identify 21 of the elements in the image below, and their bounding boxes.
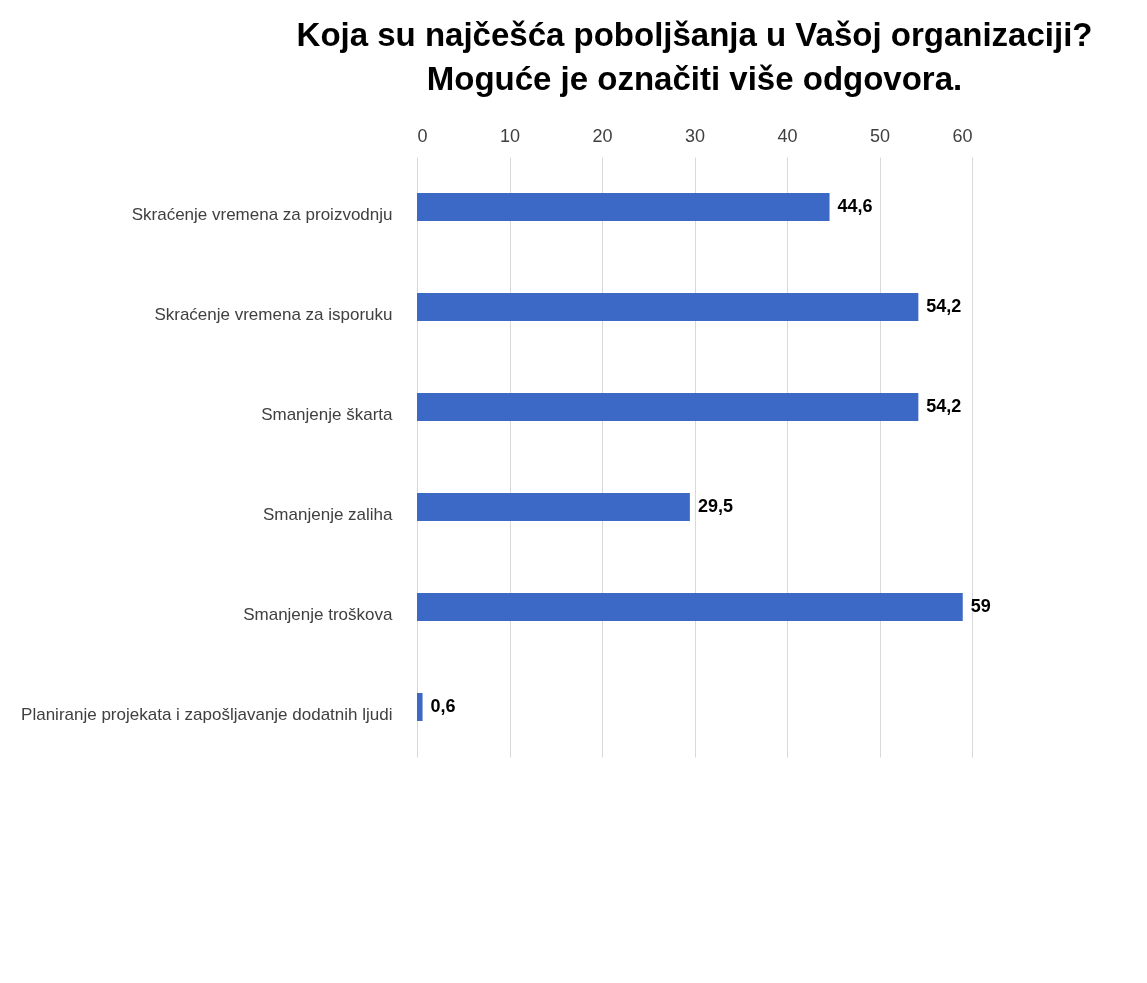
- y-tick-label: Smanjenje škarta: [261, 405, 394, 424]
- y-tick-label: Smanjenje troškova: [243, 605, 394, 624]
- data-label: 54,2: [926, 296, 962, 316]
- data-label: 0,6: [430, 696, 456, 716]
- text: Koja su najčešća poboljšanja u Vašoj organizaciji?: [296, 16, 1093, 53]
- y-tick-label: Planiranje projekata i zapošljavanje dodatnih ljudi: [21, 705, 393, 724]
- data-label: 59: [970, 596, 991, 616]
- x-tick-label: 30: [684, 125, 706, 146]
- x-tick-label: 0: [417, 125, 428, 146]
- text: Moguće je označiti više odgovora.: [426, 60, 963, 97]
- y-tick-label: Smanjenje zaliha: [263, 505, 394, 524]
- x-tick-label: 10: [499, 125, 521, 146]
- y-tick-label: Skraćenje vremena za proizvodnju: [131, 205, 393, 224]
- x-tick-label: 50: [869, 125, 891, 146]
- x-tick-label: 20: [592, 125, 613, 146]
- x-tick-label: 40: [777, 125, 798, 146]
- data-label: 44,6: [837, 196, 873, 216]
- x-tick-label: 60: [952, 125, 973, 146]
- y-tick-label: Skraćenje vremena za isporuku: [154, 305, 393, 324]
- data-label: 54,2: [926, 396, 962, 416]
- data-label: 29,5: [697, 496, 733, 516]
